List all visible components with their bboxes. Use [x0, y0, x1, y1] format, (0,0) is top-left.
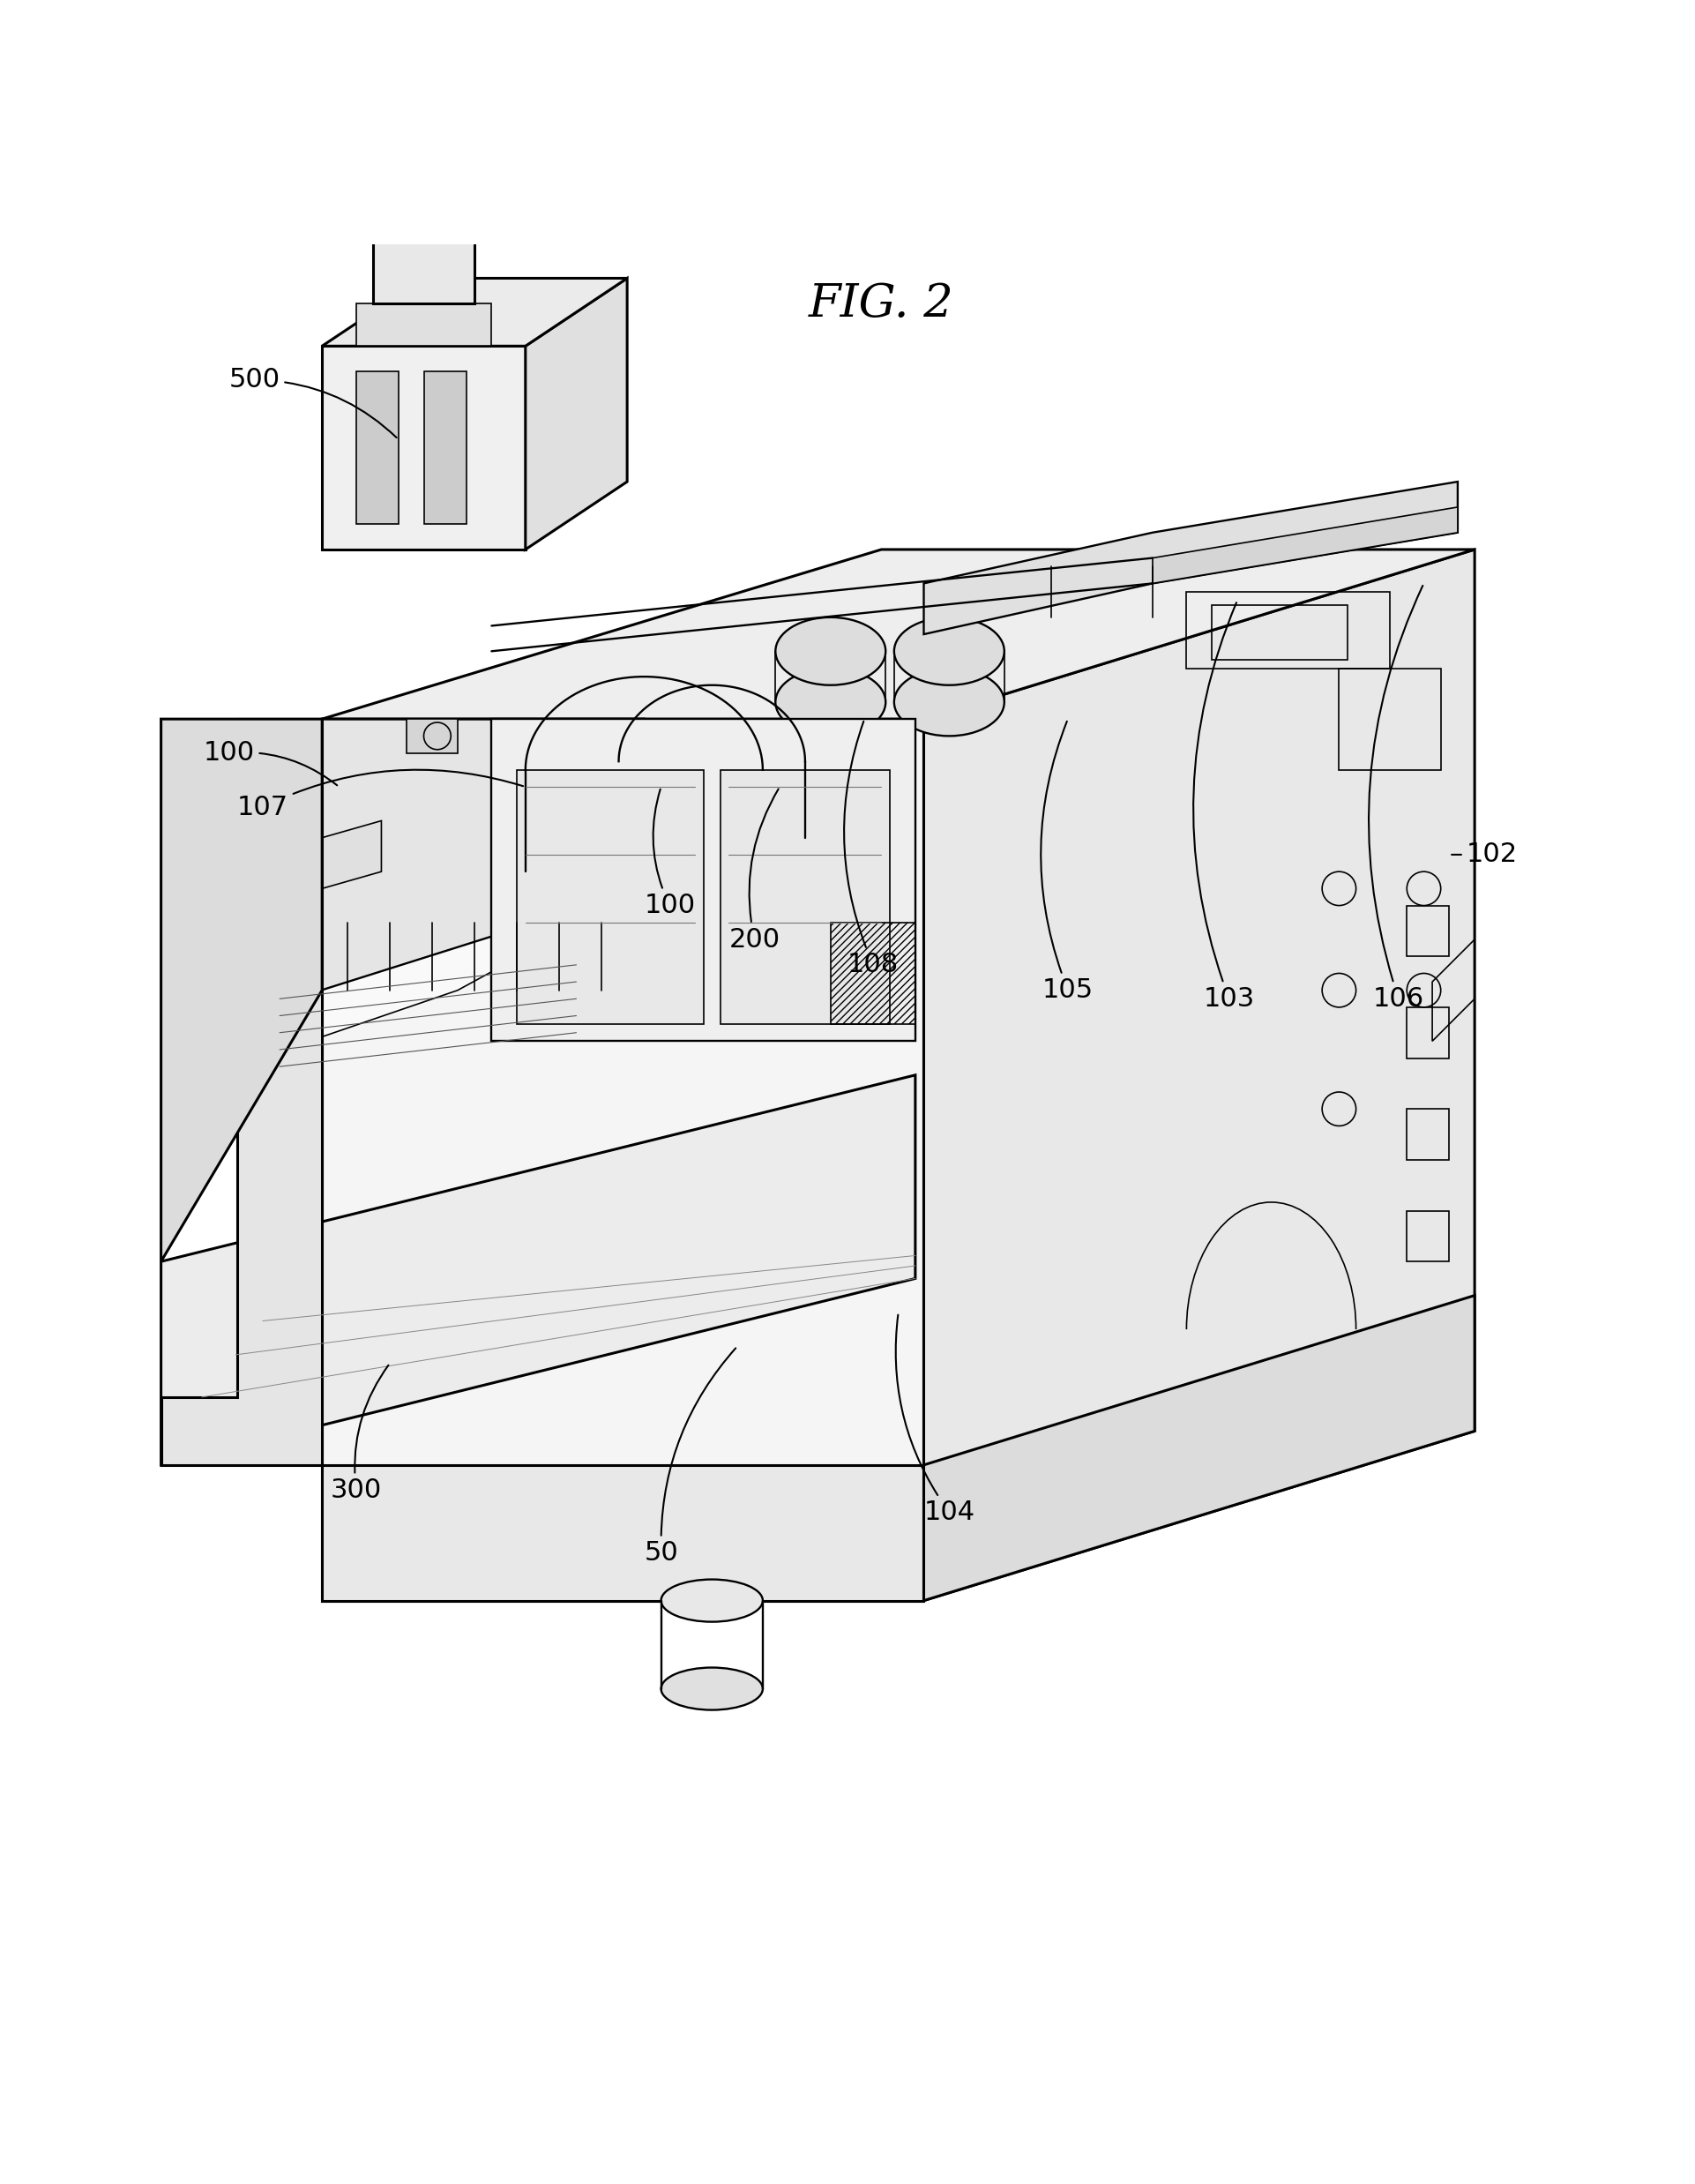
Text: 102: 102	[1451, 841, 1517, 867]
Text: 108: 108	[844, 721, 898, 978]
Bar	[1212, 605, 1348, 660]
Text: 103: 103	[1193, 603, 1254, 1011]
Bar	[1407, 906, 1449, 957]
Polygon shape	[924, 1295, 1475, 1601]
Bar	[1407, 1210, 1449, 1262]
Polygon shape	[322, 719, 924, 1601]
Polygon shape	[161, 719, 322, 1262]
Text: 200: 200	[729, 788, 780, 952]
Bar	[322, 345, 525, 550]
Polygon shape	[1153, 507, 1458, 583]
Polygon shape	[322, 821, 381, 889]
Bar	[831, 922, 915, 1024]
Text: 104: 104	[895, 1315, 975, 1524]
Polygon shape	[322, 1465, 924, 1601]
Bar	[424, 371, 466, 524]
Text: 50: 50	[644, 1348, 736, 1566]
Text: 105: 105	[1041, 721, 1093, 1002]
Ellipse shape	[895, 668, 1005, 736]
Polygon shape	[322, 277, 627, 345]
Polygon shape	[924, 550, 1475, 1601]
Polygon shape	[525, 277, 627, 550]
Polygon shape	[161, 889, 644, 1092]
Circle shape	[517, 1286, 534, 1304]
Text: 300: 300	[331, 1365, 388, 1503]
Polygon shape	[924, 483, 1458, 633]
Bar	[373, 201, 475, 304]
Circle shape	[619, 1286, 636, 1304]
Bar	[720, 771, 890, 1024]
Polygon shape	[161, 719, 322, 1465]
Polygon shape	[322, 719, 644, 989]
Ellipse shape	[776, 668, 886, 736]
Text: 500: 500	[229, 367, 397, 437]
Polygon shape	[161, 1075, 915, 1465]
Bar	[517, 771, 703, 1024]
Polygon shape	[492, 719, 915, 1042]
Bar	[1407, 1109, 1449, 1160]
Ellipse shape	[895, 618, 1005, 686]
Text: 106: 106	[1368, 585, 1424, 1011]
Text: 100: 100	[203, 740, 337, 786]
Bar	[356, 371, 398, 524]
Bar	[1339, 668, 1441, 771]
Ellipse shape	[661, 1669, 763, 1710]
Bar	[356, 304, 492, 345]
Ellipse shape	[661, 1579, 763, 1623]
Bar	[407, 719, 458, 753]
Circle shape	[720, 1278, 737, 1295]
Text: 107: 107	[237, 769, 524, 819]
Polygon shape	[322, 550, 1475, 719]
Text: FIG. 2: FIG. 2	[809, 282, 954, 325]
Text: 100: 100	[644, 788, 695, 917]
Bar	[1407, 1007, 1449, 1057]
Bar	[1186, 592, 1390, 668]
Ellipse shape	[776, 618, 886, 686]
